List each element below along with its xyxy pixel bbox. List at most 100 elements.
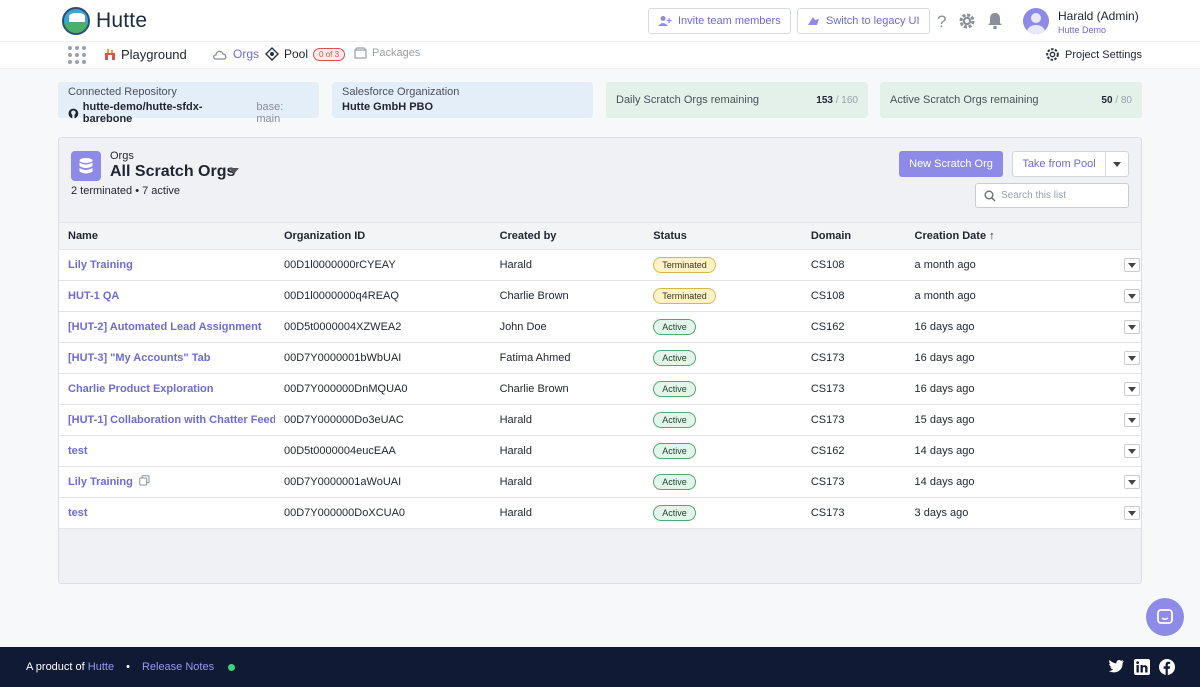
row-menu-button[interactable]	[1123, 289, 1140, 303]
invite-team-button[interactable]: Invite team members	[648, 8, 791, 34]
org-name-link[interactable]: [HUT-1] Collaboration with Chatter Feed	[68, 414, 275, 426]
org-name-link[interactable]: Lily Training	[68, 259, 133, 271]
row-menu-button[interactable]	[1123, 506, 1140, 520]
nav-packages[interactable]: Packages	[354, 47, 420, 59]
col-domain[interactable]: Domain	[801, 222, 906, 250]
org-id-cell: 00D7Y0000001aWoUAI	[274, 466, 491, 498]
row-menu-button[interactable]	[1123, 320, 1140, 334]
org-name-cell[interactable]: Charlie Product Exploration	[59, 373, 275, 405]
project-settings-label: Project Settings	[1065, 48, 1143, 61]
new-scratch-org-button[interactable]: New Scratch Org	[899, 151, 1003, 177]
chevron-down-icon	[1127, 448, 1136, 454]
table-row[interactable]: test 00D7Y000000DoXCUA0 Harald Active CS173 3…	[59, 497, 1141, 529]
table-row[interactable]: Lily Training 00D7Y0000001aWoUAI Harald Act…	[59, 466, 1141, 498]
facebook-icon[interactable]	[1159, 659, 1175, 675]
row-menu-button[interactable]	[1123, 351, 1140, 365]
col-name[interactable]: Name	[59, 222, 275, 250]
org-name-cell[interactable]: HUT-1 QA	[59, 280, 275, 312]
user-name[interactable]: Harald (Admin)	[1058, 9, 1139, 23]
cloud-icon	[213, 50, 227, 60]
org-name-cell[interactable]: test	[59, 435, 275, 467]
apps-grid-icon[interactable]	[68, 46, 86, 64]
row-menu-button[interactable]	[1123, 258, 1140, 272]
chevron-down-icon	[1127, 386, 1136, 392]
repo-base: base: main	[256, 101, 284, 125]
chevron-down-icon	[1127, 417, 1136, 423]
social-links	[1108, 659, 1175, 675]
chevron-down-icon	[1127, 510, 1136, 516]
org-name-cell[interactable]: test	[59, 497, 275, 529]
search-box	[975, 183, 1129, 208]
table-row[interactable]: [HUT-3] "My Accounts" Tab 00D7Y0000001bWb…	[59, 342, 1141, 374]
search-input[interactable]	[1001, 190, 1121, 201]
release-notes-link[interactable]: Release Notes	[141, 661, 215, 673]
active-count: 50 / 80	[1101, 95, 1132, 106]
created-by-cell: John Doe	[490, 311, 645, 343]
row-actions-cell	[1100, 342, 1141, 374]
org-name-cell[interactable]: [HUT-3] "My Accounts" Tab	[59, 342, 275, 374]
org-id-cell: 00D5t0000004XZWEA2	[274, 311, 491, 343]
invite-label: Invite team members	[678, 15, 781, 27]
table-row[interactable]: [HUT-2] Automated Lead Assignment 00D5t00…	[59, 311, 1141, 343]
domain-cell: CS173	[801, 404, 906, 436]
org-name-link[interactable]: HUT-1 QA	[68, 290, 120, 302]
org-name-link[interactable]: [HUT-3] "My Accounts" Tab	[68, 352, 211, 364]
domain-cell: CS108	[801, 249, 906, 281]
col-creation-date[interactable]: Creation Date ↑	[905, 222, 1101, 250]
repo-value[interactable]: hutte-demo/hutte-sfdx-barebone	[82, 101, 203, 125]
org-name-link[interactable]: test	[68, 507, 88, 519]
row-menu-button[interactable]	[1123, 444, 1140, 458]
section-label: Orgs	[110, 150, 134, 162]
table-row[interactable]: Lily Training 00D1l0000000rCYEAY Harald Ter…	[59, 249, 1141, 281]
org-name-cell[interactable]: [HUT-2] Automated Lead Assignment	[59, 311, 275, 343]
search-icon	[984, 190, 996, 202]
org-name-link[interactable]: Charlie Product Exploration	[68, 383, 214, 395]
col-org-id[interactable]: Organization ID	[274, 222, 491, 250]
col-created-by[interactable]: Created by	[490, 222, 645, 250]
org-summary: 2 terminated • 7 active	[71, 185, 181, 197]
org-name-link[interactable]: Lily Training	[68, 475, 133, 488]
list-view-dropdown[interactable]	[229, 168, 239, 174]
org-name-cell[interactable]: Lily Training	[59, 249, 275, 281]
nav-orgs[interactable]: Orgs	[212, 47, 259, 61]
created-by-cell: Harald	[490, 435, 645, 467]
status-badge: Terminated	[653, 288, 716, 304]
org-name-link[interactable]: test	[68, 445, 88, 457]
org-name-cell[interactable]: [HUT-1] Collaboration with Chatter Feed	[59, 404, 275, 436]
table-row[interactable]: HUT-1 QA 00D1l0000000q4REAQ Charlie Brown T…	[59, 280, 1141, 312]
table-header-row: Name Organization ID Created by Status D…	[59, 222, 1141, 250]
chat-icon	[1157, 609, 1173, 624]
table-row[interactable]: test 00D5t0000004eucEAA Harald Active CS162 1…	[59, 435, 1141, 467]
table-row[interactable]: [HUT-1] Collaboration with Chatter Feed 0…	[59, 404, 1141, 436]
daily-count: 153 / 160	[816, 95, 858, 106]
org-name-cell[interactable]: Lily Training	[59, 466, 275, 498]
bell-icon[interactable]	[985, 11, 1005, 31]
nav-playground[interactable]: Playground	[104, 47, 187, 62]
switch-legacy-button[interactable]: Switch to legacy UI	[797, 8, 930, 34]
status-cell: Terminated	[644, 249, 802, 281]
nav-pool[interactable]: Pool 0 of 3	[265, 47, 346, 61]
copy-icon[interactable]	[138, 475, 150, 489]
row-menu-button[interactable]	[1123, 475, 1140, 489]
orgs-panel: Orgs All Scratch Orgs 2 terminated • 7 a…	[58, 137, 1142, 584]
brand-logo[interactable]: Hutte	[62, 7, 147, 35]
table-row[interactable]: Charlie Product Exploration 00D7Y000000Dn…	[59, 373, 1141, 405]
creation-date-cell: 3 days ago	[905, 497, 1101, 529]
org-name-link[interactable]: [HUT-2] Automated Lead Assignment	[68, 321, 262, 333]
take-from-pool-dropdown[interactable]	[1106, 152, 1128, 176]
row-actions-cell	[1100, 404, 1141, 436]
row-actions-cell	[1100, 466, 1141, 498]
linkedin-icon[interactable]	[1134, 659, 1150, 675]
take-from-pool-button[interactable]: Take from Pool	[1013, 152, 1106, 176]
col-status[interactable]: Status	[644, 222, 802, 250]
footer: A product of Hutte • Release Notes	[0, 647, 1200, 687]
gear-icon[interactable]	[957, 11, 977, 31]
help-icon[interactable]: ?	[932, 11, 952, 31]
twitter-icon[interactable]	[1108, 659, 1125, 674]
project-settings-link[interactable]: Project Settings	[1045, 47, 1142, 62]
footer-hutte-link[interactable]: Hutte	[87, 661, 115, 673]
chat-launcher[interactable]	[1146, 598, 1184, 636]
user-avatar[interactable]	[1023, 8, 1049, 34]
row-menu-button[interactable]	[1123, 413, 1140, 427]
row-menu-button[interactable]	[1123, 382, 1140, 396]
